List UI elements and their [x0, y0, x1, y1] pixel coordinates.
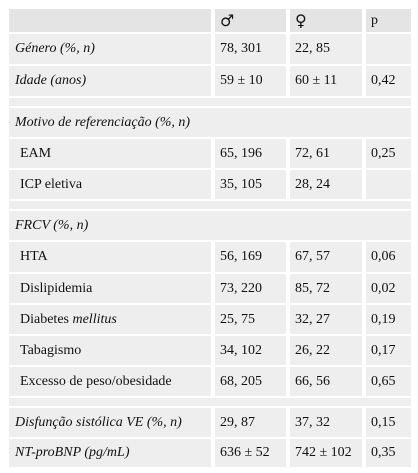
- section-label: Motivo de referenciação (%, n): [9, 108, 411, 137]
- table-row-diabetes: Diabetes mellitus 25, 75 32, 27 0,19: [9, 305, 411, 334]
- female-value: 28, 24: [290, 170, 362, 199]
- table-row-icp: ICP eletiva 35, 105 28, 24: [9, 170, 411, 199]
- male-value: 59 ± 10: [215, 66, 286, 96]
- header-empty-cell: [9, 9, 211, 32]
- row-label: Excesso de peso/obesidade: [9, 367, 211, 396]
- row-label: Dislipidemia: [9, 274, 211, 303]
- male-value: 34, 102: [215, 336, 286, 365]
- female-value: 26, 22: [290, 336, 362, 365]
- male-value: 73, 220: [215, 274, 286, 303]
- row-label: NT-proBNP (pg/mL): [9, 439, 211, 467]
- male-value: 636 ± 52: [215, 439, 286, 467]
- table-row-excesso: Excesso de peso/obesidade 68, 205 66, 56…: [9, 367, 411, 396]
- female-value: 60 ± 11: [290, 66, 362, 96]
- label-prefix: Diabetes: [20, 311, 73, 327]
- p-column-header: p: [366, 9, 411, 32]
- p-value: 0,15: [366, 408, 411, 437]
- row-label: ICP eletiva: [9, 170, 211, 199]
- section-label: FRCV (%, n): [9, 211, 411, 240]
- table-row-hta: HTA 56, 169 67, 57 0,06: [9, 242, 411, 272]
- section-row-motivo: Motivo de referenciação (%, n): [9, 108, 411, 137]
- table-row-genero: Género (%, n) 78, 301 22, 85: [9, 34, 411, 64]
- p-value: 0,06: [366, 242, 411, 272]
- table-row-ntprobnp: NT-proBNP (pg/mL) 636 ± 52 742 ± 102 0,3…: [9, 439, 411, 467]
- row-label: Disfunção sistólica VE (%, n): [9, 408, 211, 437]
- male-value: 78, 301: [215, 34, 286, 64]
- male-value: 35, 105: [215, 170, 286, 199]
- female-value: 67, 57: [290, 242, 362, 272]
- table-row-idade: Idade (anos) 59 ± 10 60 ± 11 0,42: [9, 66, 411, 96]
- male-value: 65, 196: [215, 139, 286, 168]
- male-value: 56, 169: [215, 242, 286, 272]
- row-label: Diabetes mellitus: [9, 305, 211, 334]
- female-value: 32, 27: [290, 305, 362, 334]
- p-value: 0,17: [366, 336, 411, 365]
- female-column-header: ♀: [290, 9, 362, 32]
- spacer-row: [9, 98, 411, 106]
- table-row-disfuncao: Disfunção sistólica VE (%, n) 29, 87 37,…: [9, 408, 411, 437]
- spacer-cell: [9, 201, 411, 209]
- p-value: 0,19: [366, 305, 411, 334]
- p-value: 0,02: [366, 274, 411, 303]
- male-value: 68, 205: [215, 367, 286, 396]
- spacer-cell: [9, 98, 411, 106]
- table-row-tabagismo: Tabagismo 34, 102 26, 22 0,17: [9, 336, 411, 365]
- table-row-dislipidemia: Dislipidemia 73, 220 85, 72 0,02: [9, 274, 411, 303]
- spacer-row: [9, 398, 411, 406]
- female-value: 66, 56: [290, 367, 362, 396]
- row-label: HTA: [9, 242, 211, 272]
- row-label: EAM: [9, 139, 211, 168]
- female-value: 22, 85: [290, 34, 362, 64]
- row-label: Género (%, n): [9, 34, 211, 64]
- section-row-frcv: FRCV (%, n): [9, 211, 411, 240]
- p-value: 0,35: [366, 439, 411, 467]
- spacer-row: [9, 201, 411, 209]
- male-value: 25, 75: [215, 305, 286, 334]
- p-value: 0,65: [366, 367, 411, 396]
- spacer-cell: [9, 398, 411, 406]
- female-value: 72, 61: [290, 139, 362, 168]
- female-value: 37, 32: [290, 408, 362, 437]
- table-row-eam: EAM 65, 196 72, 61 0,25: [9, 139, 411, 168]
- row-label: Idade (anos): [9, 66, 211, 96]
- p-value: 0,25: [366, 139, 411, 168]
- label-italic: mellitus: [72, 311, 117, 327]
- p-value: 0,42: [366, 66, 411, 96]
- p-value: [366, 170, 411, 199]
- male-column-header: ♂: [215, 9, 286, 32]
- male-value: 29, 87: [215, 408, 286, 437]
- p-value: [366, 34, 411, 64]
- row-label: Tabagismo: [9, 336, 211, 365]
- female-value: 742 ± 102: [290, 439, 362, 467]
- female-value: 85, 72: [290, 274, 362, 303]
- header-row: ♂ ♀ p: [9, 9, 411, 32]
